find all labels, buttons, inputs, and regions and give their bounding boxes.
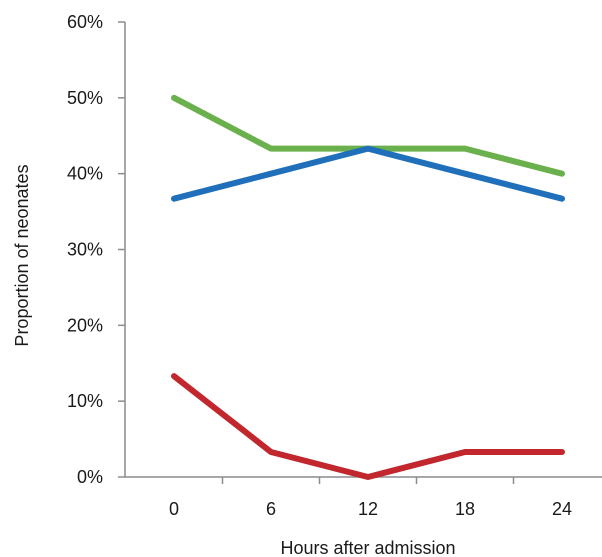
x-tick-label: 24 — [552, 499, 572, 519]
y-tick-label: 60% — [67, 12, 103, 32]
x-tick-label: 12 — [358, 499, 378, 519]
x-tick-label: 18 — [455, 499, 475, 519]
y-tick-label: 10% — [67, 391, 103, 411]
y-tick-label: 0% — [77, 467, 103, 487]
series-line-2 — [171, 145, 565, 202]
axis-labels: 0% 10% 20% 30% 40% 50% 60% 0 6 12 18 24 — [67, 12, 572, 519]
y-tick-label: 30% — [67, 240, 103, 260]
x-tick-label: 0 — [169, 499, 179, 519]
x-tick-label: 6 — [266, 499, 276, 519]
x-axis-title: Hours after admission — [280, 538, 455, 557]
series-lines — [171, 94, 565, 480]
y-tick-label: 50% — [67, 88, 103, 108]
y-axis-title: Proportion of neonates — [12, 164, 32, 346]
axes — [118, 21, 602, 484]
series-line-3 — [171, 373, 565, 480]
series-line-1 — [171, 94, 565, 177]
y-tick-label: 20% — [67, 315, 103, 335]
y-tick-label: 40% — [67, 164, 103, 184]
